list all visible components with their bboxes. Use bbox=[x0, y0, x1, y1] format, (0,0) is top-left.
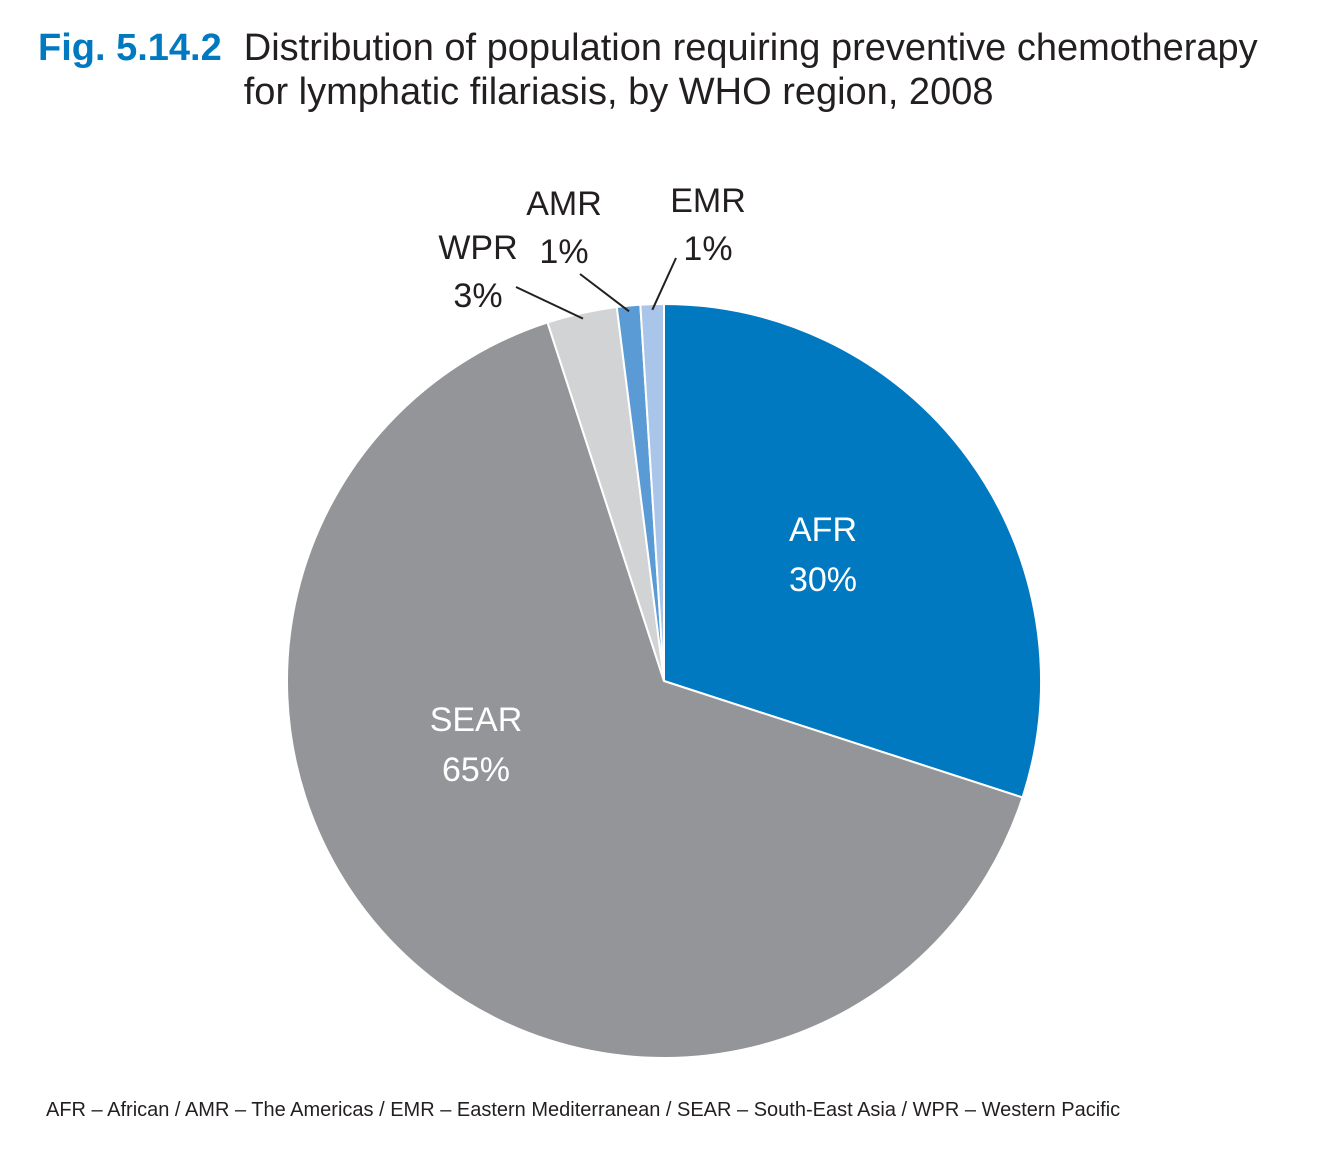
slice-label-afr: AFR bbox=[789, 511, 857, 549]
figure-title: Distribution of population requiring pre… bbox=[243, 27, 1258, 113]
slice-value-sear: 65% bbox=[442, 751, 510, 789]
leader-line-emr bbox=[651, 257, 677, 311]
slice-value-emr: 1% bbox=[683, 230, 732, 268]
slice-value-wpr: 3% bbox=[453, 277, 502, 315]
slice-value-afr: 30% bbox=[789, 561, 857, 599]
slice-value-amr: 1% bbox=[539, 233, 588, 271]
footnote: AFR – African / AMR – The Americas / EMR… bbox=[46, 1099, 1121, 1121]
pie-slice-sear bbox=[286, 321, 1024, 1059]
figure-number: Fig. 5.14.2 bbox=[38, 27, 222, 69]
figure-header: Fig. 5.14.2 Distribution of population r… bbox=[38, 26, 1284, 114]
leader-line-wpr bbox=[515, 286, 584, 320]
slice-label-sear: SEAR bbox=[430, 701, 523, 739]
pie-slice-afr bbox=[663, 302, 1042, 799]
slice-label-wpr: WPR bbox=[438, 229, 517, 267]
leader-line-amr bbox=[579, 273, 630, 313]
slice-label-emr: EMR bbox=[670, 182, 746, 220]
slice-label-amr: AMR bbox=[526, 185, 602, 223]
pie-slice-emr bbox=[639, 302, 665, 682]
